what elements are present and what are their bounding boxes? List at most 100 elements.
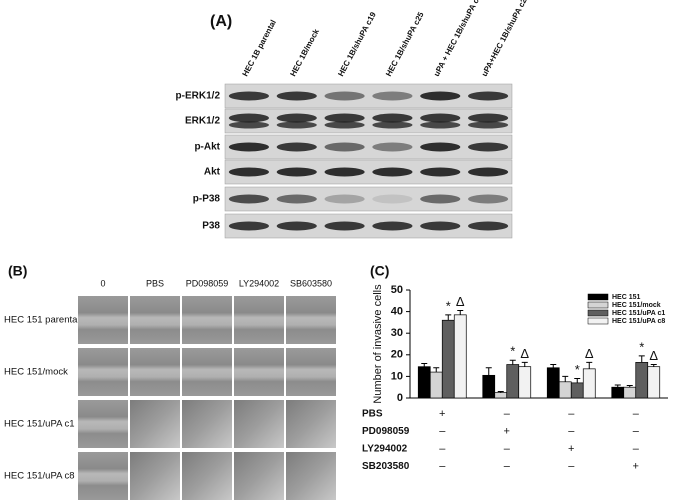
blot-strip xyxy=(224,83,513,109)
row-label: HEC 151 parental xyxy=(4,315,80,326)
treatment-sign: + xyxy=(439,408,445,420)
error-bar xyxy=(626,384,633,388)
bar xyxy=(453,314,467,399)
bar xyxy=(494,392,508,399)
blot-band xyxy=(420,91,461,101)
significance-marker: * xyxy=(575,362,580,377)
treatment-sign: – xyxy=(439,443,446,455)
significance-marker: * xyxy=(510,344,515,359)
wound-image xyxy=(286,296,336,344)
treatment-sign: – xyxy=(504,460,511,472)
error-bar xyxy=(509,359,516,365)
bar xyxy=(429,371,443,399)
blot-strip xyxy=(224,108,513,134)
error-bar xyxy=(521,361,528,367)
bar xyxy=(546,367,560,399)
blot-band xyxy=(420,194,461,204)
blot-band xyxy=(324,91,365,101)
bar xyxy=(623,386,637,399)
treatment-sign: + xyxy=(633,460,639,472)
error-bar xyxy=(638,355,645,363)
column-label: 0 xyxy=(100,278,105,288)
wound-image xyxy=(234,400,284,448)
wound-image xyxy=(286,400,336,448)
blot-band xyxy=(324,167,365,177)
bar xyxy=(417,366,431,399)
blot-band xyxy=(467,167,509,177)
blot-band xyxy=(372,194,413,204)
column-label: LY294002 xyxy=(239,278,279,288)
blot-band xyxy=(324,221,365,231)
blot-band xyxy=(467,121,509,129)
wound-images: 0 PBS PD098059 LY294002 SB603580 HEC 151 pare… xyxy=(4,278,336,500)
lane-label: uPA + HEC 1B/shuPA c19 xyxy=(432,0,485,78)
wound-image xyxy=(130,400,180,448)
blot-band xyxy=(420,167,461,177)
blot-band xyxy=(467,142,509,152)
blot-band xyxy=(467,91,509,101)
lane-label: uPA+HEC 1B/shuPA c25 xyxy=(480,0,531,78)
bar xyxy=(506,364,520,399)
error-bar xyxy=(433,367,440,373)
treatment-sign: + xyxy=(504,425,510,437)
legend-label: HEC 151 xyxy=(612,294,641,301)
error-bar xyxy=(421,362,428,367)
blot-band xyxy=(372,91,413,101)
wound-image xyxy=(286,452,336,500)
blot-band xyxy=(420,113,461,123)
y-tick-label: 50 xyxy=(391,284,403,296)
legend-swatch xyxy=(587,293,609,301)
wound-image xyxy=(78,296,128,344)
blot-band xyxy=(228,91,270,101)
error-bar xyxy=(485,367,492,376)
row-label: p-ERK1/2 xyxy=(176,91,221,102)
significance-marker: Δ xyxy=(585,346,594,361)
wound-image xyxy=(286,348,336,396)
lane-label: HEC 1B/shuPA c25 xyxy=(384,10,426,78)
error-bar xyxy=(574,378,581,383)
blot-band xyxy=(467,221,509,231)
blot-band xyxy=(228,142,270,152)
significance-marker: * xyxy=(639,339,644,354)
y-tick-label: 0 xyxy=(397,392,403,404)
y-tick-label: 40 xyxy=(391,306,403,318)
error-bar xyxy=(562,375,569,382)
blot-band xyxy=(276,167,317,177)
row-label: ERK1/2 xyxy=(185,116,220,127)
treatment-sign: – xyxy=(504,443,511,455)
bar-chart: (C) Number of invasive cells 0 10 20 30 40 50 * *… xyxy=(362,263,668,472)
blot-band xyxy=(372,113,413,123)
lane-label: HEC 1B/mock xyxy=(288,27,321,78)
wound-image xyxy=(182,400,232,448)
error-bar xyxy=(650,364,657,367)
error-bar xyxy=(550,364,557,368)
treatment-sign: – xyxy=(439,425,446,437)
significance-marker: Δ xyxy=(456,294,465,309)
bar xyxy=(570,382,584,399)
blot-band xyxy=(276,113,317,123)
panel-label: (A) xyxy=(210,13,232,30)
wound-image xyxy=(182,348,232,396)
blot-band xyxy=(324,113,365,123)
legend-swatch xyxy=(587,301,609,309)
blot-band xyxy=(276,121,317,129)
blot-band xyxy=(228,221,270,231)
treatment-sign: – xyxy=(504,408,511,420)
blot-band xyxy=(420,121,461,129)
y-axis-label: Number of invasive cells xyxy=(372,284,384,404)
blot-band xyxy=(228,194,270,204)
treatment-sign: – xyxy=(633,443,640,455)
row-label: HEC 151/mock xyxy=(4,367,68,378)
blot-band xyxy=(324,194,365,204)
bar xyxy=(518,366,532,399)
error-bar xyxy=(445,314,452,321)
blot-band xyxy=(228,121,270,129)
treatment-sign: – xyxy=(568,460,575,472)
error-bar xyxy=(586,361,593,369)
panel-label: (B) xyxy=(8,263,27,279)
y-tick-label: 30 xyxy=(391,327,403,339)
error-bar xyxy=(614,384,621,388)
treatment-sign: – xyxy=(633,425,640,437)
blot-strip xyxy=(224,134,513,160)
bar xyxy=(441,319,455,399)
